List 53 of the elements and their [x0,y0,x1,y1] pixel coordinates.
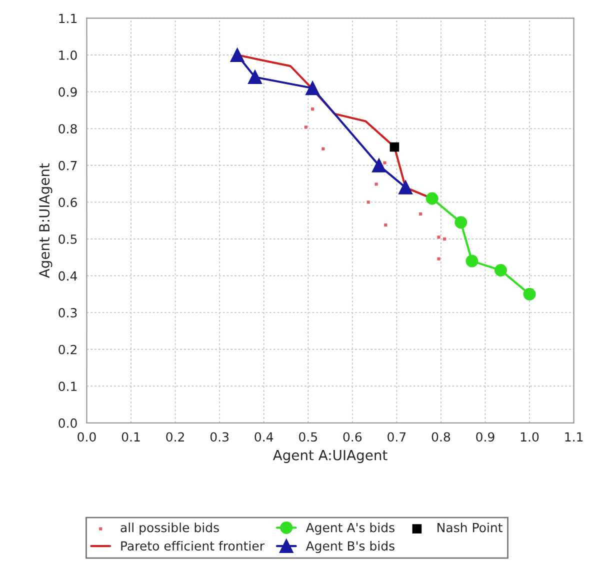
point [230,48,244,62]
x-tick-label: 0.2 [166,432,184,442]
point [322,147,325,150]
x-tick-label: 0.7 [388,432,406,442]
x-tick-label: 0.6 [343,432,362,442]
point [494,264,507,277]
point [366,200,370,204]
point [384,223,388,227]
point [304,126,308,129]
legend-label: Agent B's bids [306,540,394,554]
x-axis-title: Agent A:UIAgent [272,450,388,464]
y-tick-label: 1.0 [59,50,77,60]
x-tick-label: 0.9 [476,432,494,442]
y-tick-label: 0.9 [58,87,77,97]
y-tick-label: 0.1 [58,382,77,392]
legend-label: Agent A's bids [306,522,394,535]
point [390,142,400,152]
point [383,161,386,164]
x-tick-label: 0.1 [122,432,140,442]
point [311,108,314,111]
y-tick-label: 0.8 [58,124,77,134]
x-tick-label: 1.1 [565,432,583,442]
point [374,182,378,186]
y-axis-title: Agent B:UIAgent [39,163,52,278]
legend-label: all possible bids [120,522,219,535]
y-tick-label: 0.0 [58,418,77,428]
point [419,212,422,216]
point [372,158,386,172]
y-tick-label: 0.2 [58,344,76,354]
point [454,216,468,229]
y-tick-label: 1.1 [59,14,77,23]
point [426,192,438,205]
point [437,236,440,239]
y-tick-label: 0.6 [58,198,77,208]
y-tick-label: 0.4 [58,271,77,281]
x-tick-label: 0.8 [432,432,450,442]
y-tick-label: 0.3 [58,308,77,318]
point [398,180,412,194]
x-tick-label: 0.3 [210,432,228,442]
x-tick-label: 1.0 [520,432,539,442]
point [523,288,536,300]
point [442,237,446,241]
y-tick-label: 0.7 [58,160,77,170]
x-tick-label: 0.0 [78,432,96,442]
y-tick-label: 0.5 [58,234,77,244]
point [248,70,262,84]
legend-label: Nash Point [438,522,502,532]
point [466,254,478,268]
point [437,257,440,260]
point [306,81,320,96]
x-tick-label: 0.4 [254,432,274,442]
legend-label: Pareto efficient frontier [121,540,265,551]
x-tick-label: 0.5 [299,432,317,442]
